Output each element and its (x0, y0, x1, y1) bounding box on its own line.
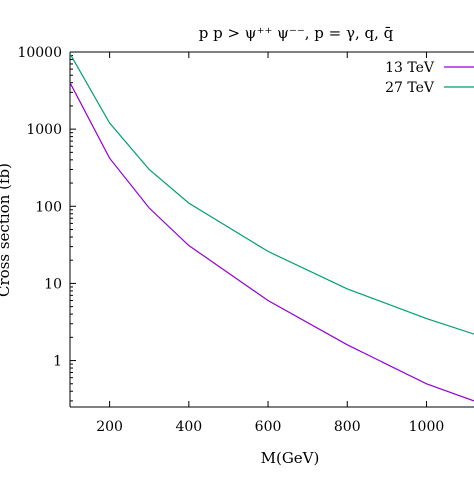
x-axis-label: M(GeV) (261, 449, 320, 467)
plot-frame (69, 51, 474, 408)
x-tick-label: 600 (255, 419, 282, 435)
x-tick-label: 1000 (409, 419, 445, 435)
y-tick-label: 10000 (17, 45, 62, 61)
x-tick-label: 800 (334, 419, 361, 435)
series-line-27-tev (69, 53, 474, 335)
y-tick-label: 1000 (26, 122, 62, 138)
legend-label: 27 TeV (385, 80, 435, 96)
x-tick-label: 200 (96, 419, 123, 435)
y-axis-label: Cross section (fb) (0, 163, 13, 297)
series-lines (69, 53, 474, 402)
x-axis-ticks: 200 400 600 800 1000 (96, 52, 444, 435)
y-tick-label: 10 (44, 276, 62, 292)
y-tick-label: 1 (53, 354, 62, 370)
y-axis-ticks: 1 10 100 1000 10000 (17, 45, 76, 402)
y-tick-label: 100 (35, 199, 62, 215)
legend-label: 13 TeV (385, 60, 435, 76)
series-line-13-tev (69, 82, 474, 402)
x-tick-label: 400 (175, 419, 202, 435)
legend: 13 TeV 27 TeV (385, 60, 474, 96)
chart-title: p p > ψ⁺⁺ ψ⁻⁻, p = γ, q, q̄ (199, 24, 394, 42)
